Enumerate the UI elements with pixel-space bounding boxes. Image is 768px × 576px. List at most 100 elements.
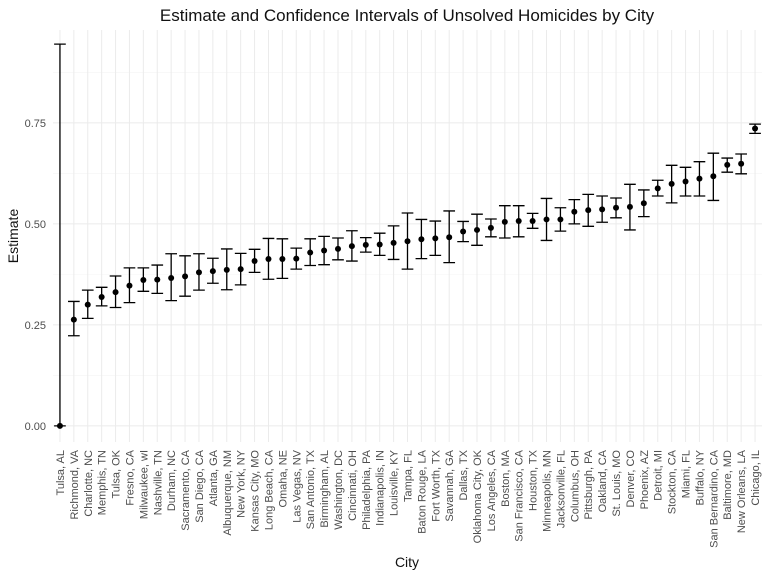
data-point [390,239,397,246]
data-point [613,204,620,211]
data-point [446,234,453,241]
x-tick-label: Birmingham, AL [319,450,331,528]
x-tick-label: Denver, CO [625,450,637,508]
x-tick-label: Sacramento, CA [180,449,192,530]
data-point [571,208,578,215]
data-point [752,125,759,132]
x-tick-label: San Diego, CA [194,449,206,522]
data-point [140,277,147,284]
data-point [515,218,522,225]
data-point [195,269,202,276]
data-point [154,276,161,283]
x-tick-label: Indianapolis, IN [375,450,387,526]
data-point [696,175,703,182]
x-tick-label: New York, NY [236,449,248,518]
y-tick-label: 0.50 [25,219,46,231]
data-point [682,178,689,185]
x-tick-label: Dallas, TX [458,449,470,500]
x-tick-label: Baton Rouge, LA [416,449,428,533]
y-axis-tick-labels: 0.00 0.25 0.50 0.75 [25,118,46,433]
x-tick-label: Pittsburgh, PA [583,449,595,519]
data-points [56,125,759,429]
x-tick-label: Kansas City, MO [250,450,262,532]
data-point [321,247,328,254]
x-tick-label: Richmond, VA [69,449,81,519]
data-point [543,216,550,223]
data-point [223,266,230,273]
data-point [376,241,383,248]
x-tick-label: Durham, NC [166,450,178,511]
data-point [710,173,717,180]
x-tick-label: Jacksonville, FL [555,450,567,528]
x-tick-label: Columbus, OH [569,450,581,522]
x-tick-label: Buffalo, NY [694,449,706,505]
x-tick-label: Tulsa, AL [55,450,67,495]
y-tick-label: 0.00 [25,421,46,433]
x-tick-label: Minneapolis, MN [542,450,554,532]
x-tick-label: Albuquerque, NM [222,450,234,536]
data-point [362,241,369,248]
data-point [418,236,425,243]
x-axis-title: City [395,554,419,570]
data-point [279,256,286,263]
data-point [56,422,63,429]
x-tick-label: Los Angeles, CA [486,449,498,531]
x-tick-label: Memphis, TN [97,450,109,515]
data-point [724,161,731,168]
data-point [626,203,633,210]
data-point [251,258,258,265]
data-point [168,275,175,282]
data-point [474,226,481,233]
x-tick-label: Cincinnati, OH [347,450,359,521]
data-point [668,180,675,187]
x-tick-label: Philadelphia, PA [361,449,373,530]
x-tick-label: Tampa, FL [403,450,415,502]
x-tick-label: Houston, TX [528,449,540,511]
data-point [293,255,300,262]
data-point [112,289,119,296]
x-tick-label: New Orleans, LA [736,449,748,533]
data-point [307,249,314,256]
data-point [98,293,105,300]
y-tick-label: 0.75 [25,118,46,130]
data-point [237,266,244,273]
data-point [460,228,467,235]
x-tick-label: Atlanta, GA [208,449,220,506]
data-point [654,185,661,192]
x-tick-label: Oakland, CA [597,449,609,512]
x-tick-label: Baltimore, MD [722,450,734,520]
x-tick-label: San Antonio, TX [305,449,317,529]
data-point [599,206,606,213]
x-tick-label: San Bernardino, CA [708,449,720,547]
x-tick-label: St. Louis, MO [611,450,623,517]
x-tick-label: Oklahoma City, OK [472,449,484,543]
y-tick-label: 0.25 [25,320,46,332]
x-tick-label: Louisville, KY [389,449,401,516]
data-point [84,301,91,308]
x-tick-label: Savannah, GA [444,449,456,521]
data-point [557,216,564,223]
error-bars [54,43,761,427]
x-tick-label: Chicago, IL [750,450,762,506]
x-axis-tick-labels: Tulsa, AL Richmond, VA Charlotte, NC Memphi… [55,449,762,548]
chart-title: Estimate and Confidence Intervals of Uns… [160,6,655,25]
data-point [404,238,411,245]
x-tick-label: Tulsa, OK [111,449,123,498]
y-axis-title: Estimate [5,209,21,264]
x-tick-label: Charlotte, NC [83,450,95,517]
x-tick-label: Detroit, MI [653,450,665,501]
data-point [501,218,508,225]
x-tick-label: Las Vegas, NV [291,449,303,522]
x-tick-label: Stockton, CA [667,449,679,514]
x-tick-label: Washington, DC [333,450,345,530]
data-point [182,273,189,280]
x-tick-label: Fort Worth, TX [430,449,442,521]
data-point [70,316,77,323]
data-point [529,218,536,225]
data-point [334,245,341,252]
data-point [432,235,439,242]
x-tick-label: Miami, FL [681,450,693,498]
x-tick-label: San Francisco, CA [514,449,526,541]
data-point [265,256,272,263]
